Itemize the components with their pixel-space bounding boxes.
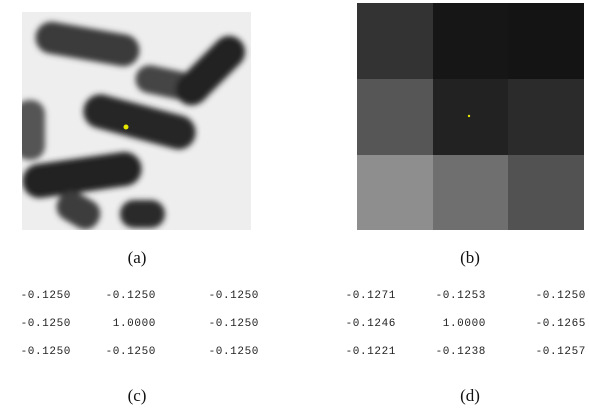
- matrix-value: -0.1246: [346, 318, 396, 330]
- matrix-value: -0.1250: [209, 346, 259, 358]
- matrix-value: -0.1238: [436, 346, 486, 358]
- caption: (b): [460, 248, 480, 267]
- matrix-value: -0.1250: [209, 290, 259, 302]
- matrix-value: -0.1265: [536, 318, 586, 330]
- matrix-value: -0.1250: [21, 290, 71, 302]
- matrix-value: -0.1271: [346, 290, 396, 302]
- matrix-value: 1.0000: [443, 318, 486, 330]
- caption: (d): [460, 386, 480, 405]
- matrix-value: -0.1253: [436, 290, 486, 302]
- matrices: -0.1250 -0.1250 -0.1250 -0.1250 1.0000 -0.125…: [21, 290, 586, 358]
- matrix-value: -0.1250: [21, 346, 71, 358]
- caption: (c): [128, 386, 147, 405]
- matrix-value: -0.1250: [106, 346, 156, 358]
- page: (a) (b) (c) (d) -0.1250-0.1250-0.1250-0.…: [0, 0, 589, 415]
- matrix-value: -0.1250: [21, 318, 71, 330]
- pixel-grid: [357, 3, 584, 230]
- caption: (a): [128, 248, 147, 267]
- matrix-value: -0.1257: [536, 346, 586, 358]
- matrix-value: -0.1250: [106, 290, 156, 302]
- chromosome-image: [15, 12, 252, 234]
- matrix-value: 1.0000: [113, 318, 156, 330]
- figure: (a) (b) (c) (d) -0.1250-0.1250-0.1250-0.…: [0, 0, 589, 415]
- matrix-value: -0.1250: [209, 318, 259, 330]
- matrix-value: -0.1221: [346, 346, 396, 358]
- matrix-value: -0.1250: [536, 290, 586, 302]
